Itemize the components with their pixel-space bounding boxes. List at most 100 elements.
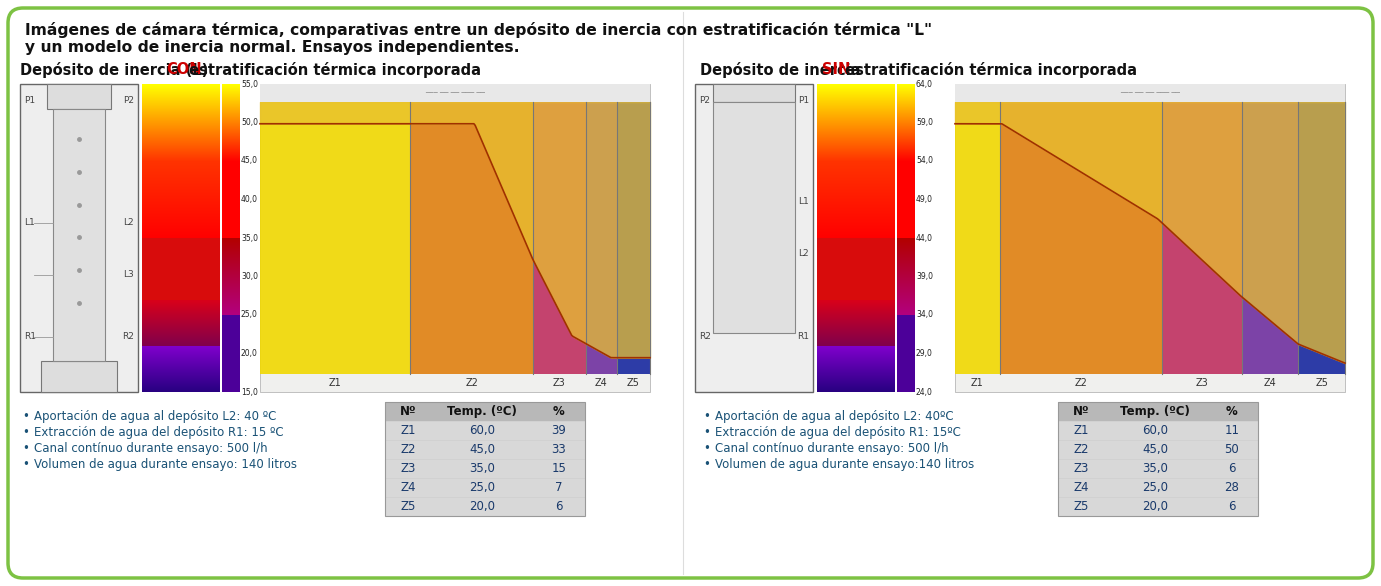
Bar [1058,459,1103,478]
Text: 6: 6 [1228,462,1236,475]
Bar [40,361,117,392]
Text: Nº: Nº [1073,405,1090,418]
Text: 34,0: 34,0 [916,311,934,319]
Text: Canal contínuo durante ensayo: 500 l/h: Canal contínuo durante ensayo: 500 l/h [715,442,949,455]
Text: ─── ── ── ─── ──: ─── ── ── ─── ── [1120,90,1179,96]
Text: %: % [1226,405,1237,418]
Bar [431,478,533,497]
Text: L1: L1 [23,218,35,227]
Text: Z4: Z4 [1073,481,1088,494]
Text: SIN: SIN [822,62,851,77]
Bar [385,440,431,459]
Text: Nº: Nº [399,405,416,418]
Bar [431,459,533,478]
Text: Z5: Z5 [627,378,639,388]
Text: R1: R1 [797,332,809,341]
Text: 44,0: 44,0 [916,233,934,243]
Text: 20,0: 20,0 [470,500,494,513]
Bar [533,497,586,516]
Bar [1058,421,1103,440]
Text: Z2: Z2 [1073,443,1088,456]
Text: 50,0: 50,0 [242,118,258,127]
Bar [586,102,617,374]
Text: 25,0: 25,0 [1142,481,1168,494]
Text: Canal contínuo durante ensayo: 500 l/h: Canal contínuo durante ensayo: 500 l/h [35,442,268,455]
Bar [385,497,431,516]
Bar [1058,478,1103,497]
Text: 20,0: 20,0 [1142,500,1168,513]
Text: Z3: Z3 [1196,378,1208,388]
Text: Temp. (ºC): Temp. (ºC) [1120,405,1190,418]
Bar [260,84,650,392]
Bar [956,84,1345,102]
Bar [47,84,112,108]
Bar [385,421,431,440]
Bar [1058,402,1103,421]
Text: Z1: Z1 [329,378,341,388]
Text: •: • [22,410,29,423]
Text: %: % [554,405,565,418]
Bar [956,102,1000,374]
Text: 24,0: 24,0 [916,387,934,397]
Text: Volumen de agua durante ensayo: 140 litros: Volumen de agua durante ensayo: 140 litr… [35,458,297,471]
Text: 35,0: 35,0 [470,462,494,475]
Bar [695,84,813,392]
Bar [431,440,533,459]
Text: Z3: Z3 [400,462,416,475]
Bar [385,478,431,497]
Text: L1: L1 [798,196,809,206]
Text: Z3: Z3 [552,378,566,388]
Text: Aportación de agua al depósito L2: 40 ºC: Aportación de agua al depósito L2: 40 ºC [35,410,276,423]
Bar [1206,421,1258,440]
Bar [1103,421,1206,440]
Text: R2: R2 [122,332,134,341]
Bar [1000,102,1161,374]
Bar [533,440,586,459]
Bar [1298,102,1345,374]
Text: Extracción de agua del depósito R1: 15 ºC: Extracción de agua del depósito R1: 15 º… [35,426,283,439]
Text: 25,0: 25,0 [470,481,494,494]
Text: 55,0: 55,0 [242,80,258,88]
Bar [1058,402,1258,516]
Bar [385,402,431,421]
Text: P2: P2 [123,96,134,105]
Text: 45,0: 45,0 [470,443,494,456]
Text: P1: P1 [23,96,35,105]
Text: 40,0: 40,0 [242,195,258,204]
Text: 50: 50 [1225,443,1239,456]
Text: 39: 39 [551,424,566,437]
Bar [1103,440,1206,459]
Text: estratificación térmica incorporada: estratificación térmica incorporada [840,62,1137,78]
Text: Z4: Z4 [595,378,608,388]
Text: 64,0: 64,0 [916,80,934,88]
Text: 28: 28 [1225,481,1239,494]
Bar [956,84,1345,392]
FancyBboxPatch shape [8,8,1373,578]
Text: 39,0: 39,0 [916,272,934,281]
Text: P2: P2 [699,96,710,105]
Text: Z2: Z2 [1074,378,1087,388]
Text: P1: P1 [798,96,809,105]
Text: Z3: Z3 [1073,462,1088,475]
Text: Z5: Z5 [1073,500,1088,513]
Bar [533,402,586,421]
Bar [1206,402,1258,421]
Bar [713,103,795,333]
Text: 60,0: 60,0 [470,424,494,437]
Bar [431,421,533,440]
Bar [431,497,533,516]
Bar [1206,459,1258,478]
Text: 35,0: 35,0 [1142,462,1168,475]
Bar [385,402,586,516]
Bar [19,84,138,392]
Text: R2: R2 [699,332,711,341]
Bar [533,478,586,497]
Bar [1206,440,1258,459]
Text: Z2: Z2 [465,378,478,388]
Text: 6: 6 [1228,500,1236,513]
Text: 20,0: 20,0 [242,349,258,358]
Bar [1058,440,1103,459]
Text: Z1: Z1 [1073,424,1088,437]
Text: Depósito de inercia (L): Depósito de inercia (L) [19,62,214,78]
Text: •: • [703,442,710,455]
